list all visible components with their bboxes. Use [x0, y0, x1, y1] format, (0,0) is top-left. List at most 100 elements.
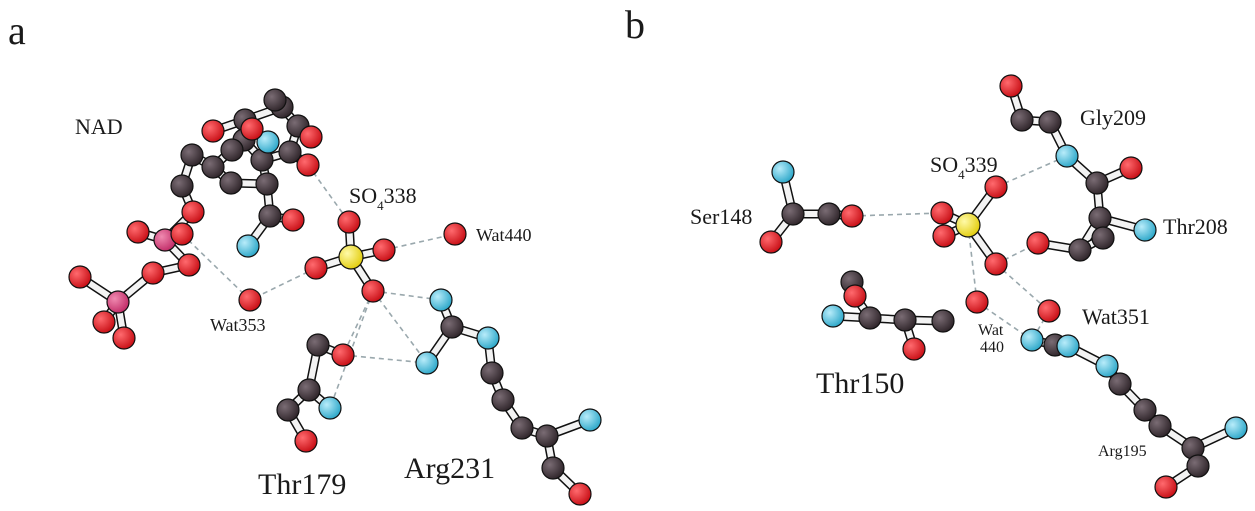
- oxygen-atom-s4: [840, 204, 864, 228]
- nitrogen-atom-t5: [318, 396, 342, 420]
- carbon-atom-a5: [1108, 372, 1132, 396]
- carbon-atom-g2: [1010, 108, 1034, 132]
- oxygen-atom-pO5: [68, 265, 92, 289]
- oxygen-atom-t2: [331, 343, 355, 367]
- nitrogen-atom-h3: [821, 304, 845, 328]
- carbon-atom-r2: [440, 315, 464, 339]
- carbon-atom-h6: [931, 309, 955, 333]
- carbon-atom-n14: [255, 172, 279, 196]
- oxygen-atom-g1: [999, 74, 1023, 98]
- nitrogen-atom-a1: [1020, 328, 1044, 352]
- oxygen-atom-r11: [568, 482, 592, 506]
- oxygen-atom-nO5: [281, 208, 305, 232]
- oxygen-atom-g6: [1119, 156, 1143, 180]
- label-thr208: Thr208: [1163, 214, 1228, 239]
- panel-letter-b: b: [625, 2, 645, 47]
- nitrogen-atom-r3: [415, 351, 439, 375]
- sulfate-339-subscript: 4: [958, 167, 965, 182]
- label-wat351: Wat351: [1082, 304, 1150, 329]
- label-gly209: Gly209: [1080, 105, 1146, 130]
- nitrogen-atom-a4: [1095, 354, 1119, 378]
- label-wat353: Wat353: [210, 315, 266, 335]
- carbon-atom-r5: [480, 361, 504, 385]
- oxygen-atom-w351: [1037, 299, 1061, 323]
- nitrogen-atom-r1: [429, 288, 453, 312]
- carbon-atom-r8: [535, 424, 559, 448]
- carbon-atom-r9: [541, 456, 565, 480]
- nitrogen-atom-a9: [1224, 416, 1248, 440]
- carbon-atom-n9: [220, 138, 244, 162]
- label-wat440-b-line1: Wat: [978, 322, 1004, 339]
- label-arg231: Arg231: [404, 452, 495, 485]
- nitrogen-atom-nN2: [236, 234, 260, 258]
- nitrogen-atom-g8: [1133, 218, 1157, 242]
- oxygen-atom-g10: [1026, 231, 1050, 255]
- hbond-S-w440: [967, 224, 978, 303]
- carbon-atom-n8: [263, 88, 287, 112]
- oxygen-atom-h7: [902, 337, 926, 361]
- sulfur-atom-S: [955, 212, 981, 238]
- carbon-atom-t3: [297, 378, 321, 402]
- label-sulfate-338: SO4338: [349, 183, 417, 213]
- oxygen-atom-pO1: [126, 220, 150, 244]
- nitrogen-atom-r10: [578, 408, 602, 432]
- carbon-atom-n11: [180, 143, 204, 167]
- oxygen-atom-h2: [843, 284, 867, 308]
- carbon-atom-h4: [858, 306, 882, 330]
- oxygen-atom-sO3: [361, 279, 385, 303]
- oxygen-atom-nO2: [240, 117, 264, 141]
- oxygen-atom-pO6: [92, 310, 116, 334]
- panel-b: b Gly209 SO4339 Ser148 Thr208 Wat351 Wat…: [625, 2, 1248, 499]
- oxygen-atom-t6: [294, 429, 318, 453]
- label-thr150: Thr150: [816, 367, 904, 400]
- oxygen-atom-w440: [965, 290, 989, 314]
- carbon-atom-n13: [219, 171, 243, 195]
- oxygen-atom-pO2: [177, 253, 201, 277]
- atoms-a: [68, 88, 602, 506]
- carbon-atom-a7: [1148, 414, 1172, 438]
- hbond-sO3-t2: [342, 290, 374, 356]
- nitrogen-atom-r4: [476, 326, 500, 350]
- nitrogen-atom-g4: [1055, 144, 1079, 168]
- carbon-atom-a6: [1133, 398, 1157, 422]
- hbond-sO3-r3: [372, 290, 428, 364]
- carbon-atom-n10: [201, 155, 225, 179]
- oxygen-atom-nO6: [181, 200, 205, 224]
- panel-letter-a: a: [8, 8, 26, 53]
- hbond-sO2-w353: [249, 267, 317, 301]
- oxygen-atom-nO4: [299, 125, 323, 149]
- nitrogen-atom-s1: [771, 160, 795, 184]
- hbond-t2-r3: [342, 354, 428, 364]
- carbon-atom-g5: [1085, 171, 1109, 195]
- hbond-s4-sO2: [851, 212, 943, 217]
- label-arg195: Arg195: [1098, 443, 1147, 460]
- oxygen-atom-nO1: [201, 119, 225, 143]
- carbon-atom-r7: [510, 416, 534, 440]
- sulfur-atom-S: [338, 244, 364, 270]
- sulfate-339-prefix: SO: [930, 152, 958, 177]
- carbon-atom-a10: [1186, 454, 1210, 478]
- carbon-atom-s2: [781, 202, 805, 226]
- oxygen-atom-sO1: [984, 175, 1008, 199]
- oxygen-atom-sO2: [304, 256, 328, 280]
- oxygen-atom-pO7: [112, 326, 136, 350]
- carbon-atom-n15: [258, 204, 282, 228]
- phosphorus-atom-p2: [106, 290, 130, 314]
- oxygen-atom-w440: [443, 222, 467, 246]
- carbon-atom-n4: [278, 140, 302, 164]
- oxygen-atom-s5: [759, 230, 783, 254]
- sulfate-339-number: 339: [965, 152, 998, 177]
- carbon-atom-t4: [276, 398, 300, 422]
- oxygen-atom-w353: [238, 288, 262, 312]
- oxygen-atom-pO3: [170, 222, 194, 246]
- oxygen-atom-sO4: [984, 252, 1008, 276]
- oxygen-atom-sO2: [930, 201, 954, 225]
- carbon-atom-g11: [1091, 226, 1115, 250]
- carbon-atom-g3: [1038, 110, 1062, 134]
- label-sulfate-339: SO4339: [930, 152, 998, 182]
- carbon-atom-t1: [306, 333, 330, 357]
- label-wat440-b-line2: 440: [980, 339, 1004, 356]
- carbon-atom-g7: [1088, 206, 1112, 230]
- carbon-atom-h5: [893, 308, 917, 332]
